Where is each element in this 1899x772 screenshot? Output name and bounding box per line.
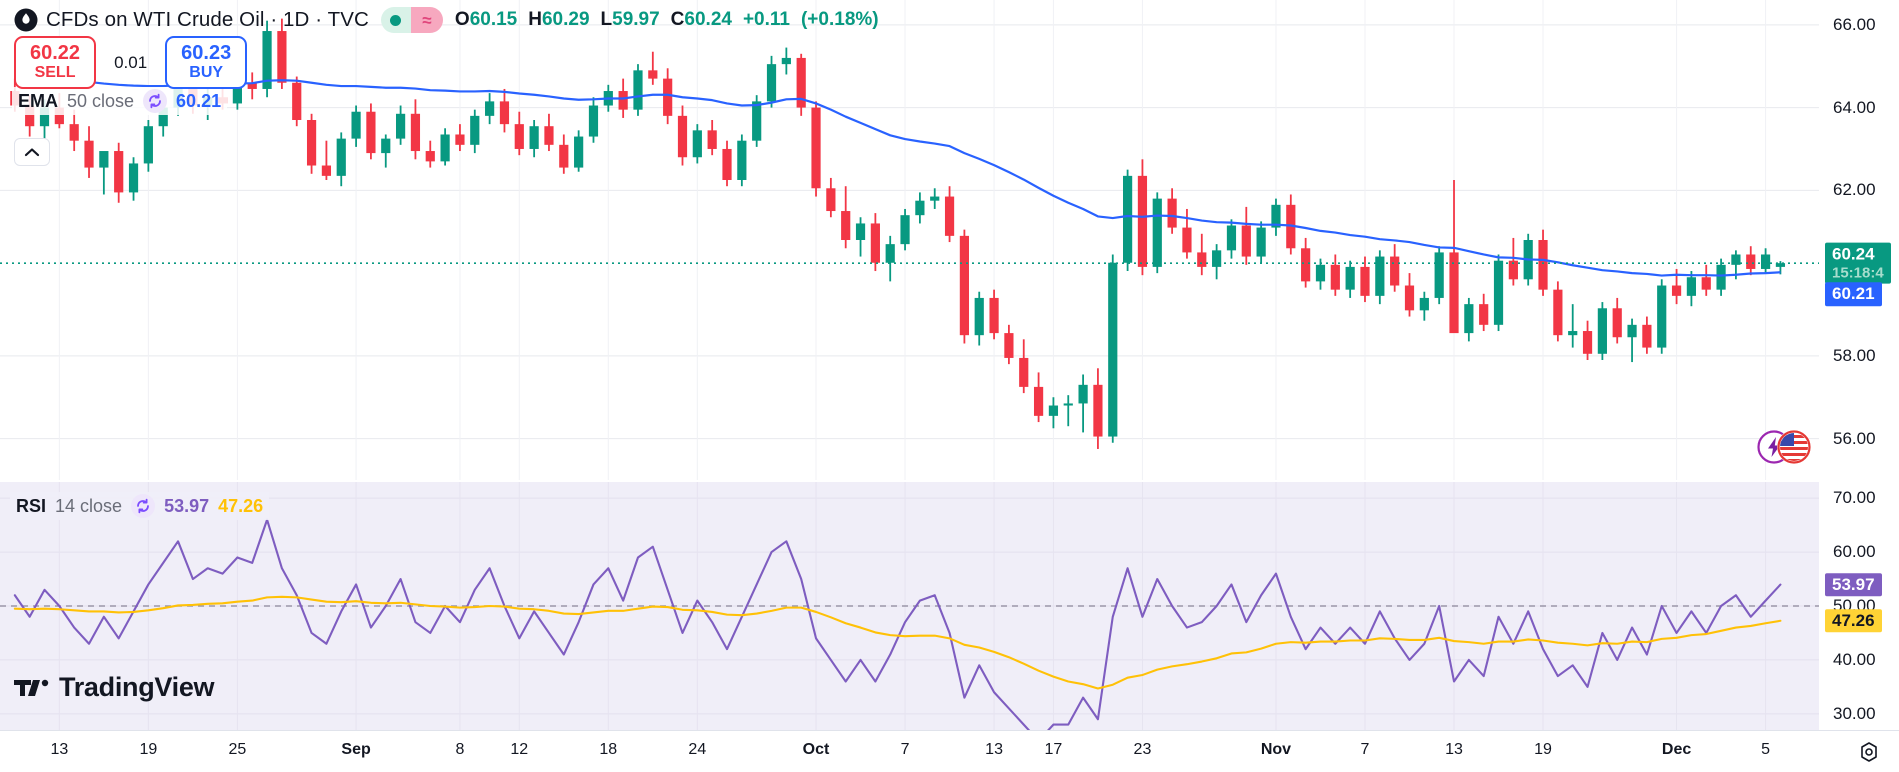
- time-tick: 8: [455, 741, 465, 758]
- tradingview-logo-icon: [14, 679, 49, 696]
- price-scale[interactable]: 66.00 64.00 62.00 58.00 56.00 60.24 15:18:4 60.…: [1819, 0, 1899, 480]
- rsi-legend[interactable]: RSI 14 close 53.97 47.26: [10, 492, 270, 520]
- price-tick: 58.00: [1833, 345, 1876, 365]
- trade-buttons: 60.22 SELL 0.01 60.23 BUY: [14, 36, 248, 90]
- ema-legend-value: 60.21: [176, 90, 222, 111]
- price-pane[interactable]: [0, 0, 1819, 480]
- candlestick-plot: [0, 0, 1819, 480]
- rsi-tick: 60.00: [1833, 542, 1876, 562]
- rsi-ma-value-badge[interactable]: 47.26: [1825, 608, 1882, 633]
- buy-button[interactable]: 60.23 BUY: [165, 36, 248, 90]
- time-tick: 13: [1445, 741, 1463, 758]
- time-tick: 25: [228, 741, 247, 758]
- session-status-pill[interactable]: ≈: [380, 7, 443, 33]
- price-tick: 56.00: [1833, 428, 1876, 448]
- time-tick: 7: [1360, 741, 1370, 758]
- ohlc-open: O60.15: [454, 9, 518, 30]
- rsi-tick: 30.00: [1833, 703, 1876, 723]
- collapse-trade-panel-button[interactable]: [14, 138, 50, 166]
- price-tick: 66.00: [1833, 14, 1876, 34]
- market-open-dot-icon: [380, 7, 411, 33]
- time-tick: 17: [1044, 741, 1063, 758]
- buy-label: BUY: [189, 64, 224, 82]
- time-tick: 18: [599, 741, 618, 758]
- time-tick: Sep: [341, 741, 371, 758]
- tradingview-wordmark: TradingView: [59, 672, 215, 702]
- spread-value: 0.01: [114, 52, 148, 72]
- time-tick: Oct: [802, 741, 830, 758]
- last-price-countdown: 15:18:4: [1832, 264, 1884, 282]
- time-tick: 12: [510, 741, 529, 758]
- time-tick: 13: [985, 741, 1003, 758]
- tradingview-watermark: TradingView: [14, 672, 215, 703]
- sync-icon[interactable]: [131, 494, 156, 518]
- last-price-value: 60.24: [1832, 244, 1875, 264]
- chevron-up-icon: [24, 147, 40, 156]
- last-price-badge[interactable]: 60.24 15:18:4: [1825, 242, 1891, 284]
- time-tick: Nov: [1260, 741, 1292, 758]
- us-flag-icon[interactable]: [1777, 430, 1811, 464]
- rsi-plot: [0, 482, 1819, 730]
- time-tick: 5: [1761, 741, 1771, 758]
- time-tick: 7: [900, 741, 910, 758]
- ohlc-values: O60.15 H60.29 L59.97 C60.24 +0.11 (+0.18…: [455, 9, 879, 31]
- ema-legend-name: EMA: [18, 90, 58, 111]
- rsi-value-badge[interactable]: 53.97: [1825, 572, 1882, 597]
- rsi-ma-legend-value: 47.26: [218, 495, 264, 516]
- sync-icon[interactable]: [143, 89, 168, 113]
- time-tick: 23: [1133, 741, 1152, 758]
- rsi-tick: 70.00: [1833, 488, 1876, 508]
- ohlc-high: H60.29: [528, 9, 590, 30]
- time-tick: 19: [1534, 741, 1552, 758]
- chart-header: CFDs on WTI Crude Oil · 1D · TVC ≈ O60.1…: [0, 0, 1899, 40]
- time-tick: 19: [139, 741, 158, 758]
- chart-corner-badges[interactable]: [1757, 430, 1817, 464]
- ohlc-low: L59.97: [600, 9, 660, 30]
- sell-price: 60.22: [30, 42, 81, 64]
- time-tick: 13: [50, 741, 69, 758]
- price-change-percent: (+0.18%): [800, 9, 879, 30]
- sell-label: SELL: [34, 64, 76, 82]
- symbol-title[interactable]: CFDs on WTI Crude Oil · 1D · TVC: [46, 8, 369, 31]
- rsi-pane[interactable]: [0, 482, 1819, 730]
- price-tick: 64.00: [1833, 97, 1876, 117]
- ema-legend-args: 50 close: [67, 90, 135, 111]
- rsi-legend-name: RSI: [16, 495, 47, 516]
- extended-hours-icon: ≈: [410, 7, 443, 33]
- ema-legend[interactable]: EMA 50 close 60.21: [12, 87, 228, 115]
- rsi-tick: 40.00: [1833, 649, 1876, 669]
- time-scale[interactable]: 13 19 25 Sep 8 12 18 24 Oct 7 13 17 23 Nov 7 13 19 Dec 5: [0, 730, 1899, 772]
- sell-button[interactable]: 60.22 SELL: [14, 36, 97, 90]
- ema-price-badge[interactable]: 60.21: [1825, 282, 1882, 306]
- rsi-scale[interactable]: 70.00 60.00 50.00 40.00 30.00 53.97 47.26: [1819, 482, 1899, 730]
- ohlc-close: C60.24: [670, 9, 732, 30]
- time-tick: Dec: [1661, 741, 1692, 758]
- rsi-legend-args: 14 close: [55, 495, 123, 516]
- time-tick: 24: [688, 741, 707, 758]
- chart-settings-gear-icon[interactable]: [1857, 740, 1881, 764]
- buy-price: 60.23: [181, 42, 232, 64]
- wti-droplet-icon: [14, 8, 38, 32]
- rsi-legend-value: 53.97: [164, 495, 210, 516]
- price-tick: 62.00: [1833, 180, 1876, 200]
- price-change: +0.11: [742, 9, 790, 30]
